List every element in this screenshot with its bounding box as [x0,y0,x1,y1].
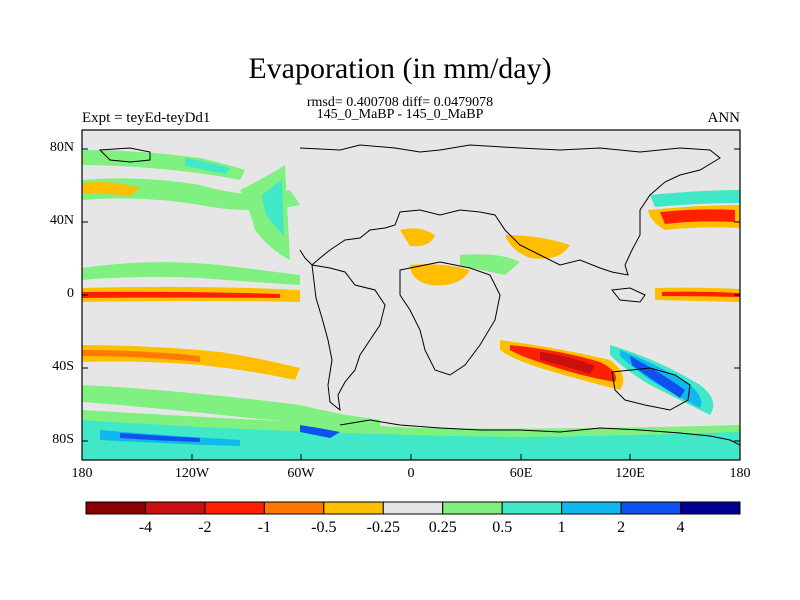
colorbar-swatch-3 [263,501,325,515]
field-nw-pacific-cyan [650,190,740,207]
colorbar-swatch-7 [501,501,563,515]
coastline-africa [399,261,501,376]
lat-label-40n: 40N [49,213,74,228]
colorbar-swatch-4 [323,501,384,515]
case-names: 145_0_MaBP - 145_0_MaBP [316,107,484,122]
lat-label-40s: 40S [52,359,74,374]
field-sahara-orange [410,264,470,286]
colorbar-swatch-0 [85,501,146,515]
field-southern-ocean-cyan [82,420,740,460]
colorbar-label: 1 [557,519,566,536]
field-arctic-cyan [185,158,230,174]
colorbar-swatch-8 [561,501,622,515]
stats-line: rmsd= 0.400708 diff= 0.0479078 [306,95,494,110]
colorbar [85,501,741,515]
coastline-south-america [311,264,386,412]
plot-title: Evaporation (in mm/day) [248,52,552,85]
field-south-green-band [82,385,380,430]
field-south-red-band [82,350,200,362]
contour-fields [82,150,740,460]
colorbar-label: 0.25 [428,519,457,536]
lat-label-80n: 80N [49,140,74,155]
colorbar-label: 2 [617,519,626,536]
coastlines [98,144,740,446]
season-label: ANN [707,110,741,126]
colorbar-swatch-6 [442,501,503,515]
colorbar-swatch-9 [620,501,682,515]
lon-label-60w: 60W [287,466,315,481]
coastline-greenland [98,147,151,163]
field-north-pacific-orange [82,182,140,196]
field-equator-east-red [662,291,740,297]
field-europe-green [460,254,520,275]
colorbar-swatch-2 [204,501,265,515]
field-north-atlantic-cyan [262,180,284,235]
coastline-australia [611,367,691,411]
coastline-north-america [299,144,721,276]
colorbar-swatch-1 [144,501,206,515]
colorbar-label: 4 [676,519,685,536]
field-io-darkred [540,352,595,374]
axis-ticks [81,148,741,460]
field-nw-pacific-red [660,209,735,224]
field-southern-ocean-darkblue [120,433,200,442]
colorbar-label: -2 [198,519,212,536]
colorbar-label: -4 [138,519,153,536]
colorbar-label: -0.5 [311,519,337,536]
lon-label-0: 0 [407,466,415,481]
coastline-antarctica [339,419,740,446]
colorbar-swatch-5 [382,501,444,515]
experiment-label: Expt = teyEd-teyDd1 [82,110,211,126]
lon-label-120e: 120E [615,466,645,481]
lon-label-180e: 180 [729,466,751,481]
field-io-darkblue [630,356,685,398]
field-arctic-green [82,150,245,180]
colorbar-label: -0.25 [366,519,400,536]
lon-label-180w: 180 [71,466,93,481]
lat-label-80s: 80S [52,432,74,447]
colorbar-label: 0.5 [492,519,513,536]
field-europe-orange [400,228,435,247]
colorbar-swatch-10 [680,501,741,515]
lon-label-120w: 120W [174,466,210,481]
colorbar-label: -1 [257,519,272,536]
field-south-atlantic-blue [300,425,340,438]
field-subtropic-green [82,262,300,285]
field-equator-red [82,291,280,298]
field-mideast-orange [505,235,570,259]
lat-label-0: 0 [67,286,74,301]
lon-label-60e: 60E [509,466,533,481]
coastline-indonesia [611,287,646,303]
field-north-pacific-green [82,178,300,210]
